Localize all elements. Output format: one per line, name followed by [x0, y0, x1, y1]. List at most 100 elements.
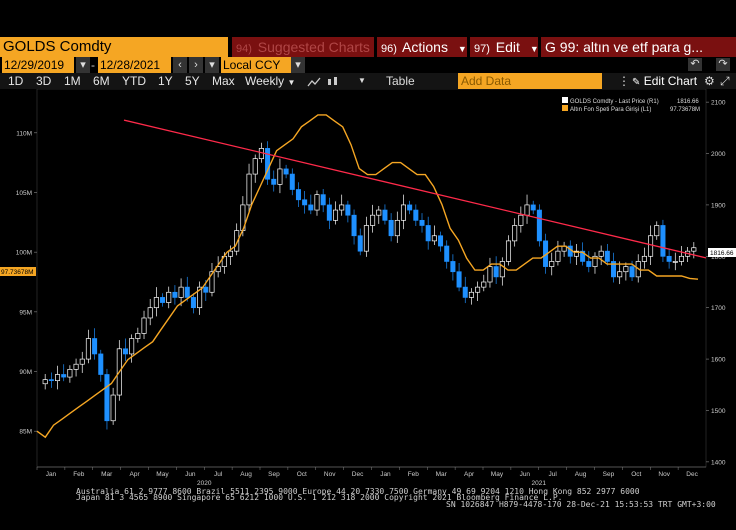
candle-body: [536, 209, 542, 242]
candlestick-icon[interactable]: [326, 73, 340, 89]
period-1d[interactable]: 1D: [8, 74, 24, 88]
candle-body: [425, 225, 431, 242]
candle-body: [345, 204, 351, 216]
candle-body: [611, 261, 617, 278]
settings-icon[interactable]: ⚙: [704, 74, 715, 88]
candle-body: [283, 168, 289, 175]
period-6m[interactable]: 6M: [93, 74, 110, 88]
candle-body: [79, 358, 85, 365]
month-label: Jan: [46, 471, 57, 478]
candle-body: [326, 204, 332, 221]
period-1m[interactable]: 1M: [64, 74, 81, 88]
candle-body: [530, 204, 536, 211]
candle-body: [499, 261, 505, 278]
candle-body: [444, 245, 450, 262]
frequency-select[interactable]: Weekly ▼: [245, 73, 295, 89]
x-axis: Jan Feb Mar Apr May Jun Jul Aug Sep Oct Nov Dec Jan F…: [36, 466, 706, 487]
candle-body: [122, 348, 128, 355]
fund-flow-line: [36, 114, 699, 439]
candle-body: [104, 374, 110, 422]
chevron-down-icon[interactable]: ▾: [291, 57, 305, 73]
suggested-charts-label: Suggested Charts: [257, 39, 370, 55]
month-label: Aug: [575, 471, 587, 478]
candle-body: [666, 255, 672, 262]
edit-chart-button[interactable]: ✎ Edit Chart: [632, 73, 697, 91]
undo-icon[interactable]: ↶: [688, 58, 702, 71]
candle-body: [363, 225, 369, 252]
currency-select[interactable]: Local CCY: [221, 57, 291, 73]
candle-body: [295, 189, 301, 201]
candle-body: [252, 158, 258, 175]
chevron-down-icon[interactable]: ▼: [358, 76, 366, 85]
candle-body: [166, 291, 172, 303]
candlestick-series: [42, 141, 697, 430]
more-icon[interactable]: ⋮: [618, 74, 630, 88]
candle-body: [598, 250, 604, 257]
right-tick-label: 2100: [711, 100, 726, 107]
candle-body: [320, 194, 326, 206]
candle-body: [302, 199, 308, 206]
left-tick-label: 95M: [19, 309, 32, 316]
left-axis: 85M 90M 95M 100M 105M 110M: [16, 130, 37, 436]
chart-legend: GOLDS Comdty - Last Price (R1) 1816.66 A…: [562, 97, 700, 113]
left-tick-label: 100M: [16, 250, 32, 257]
month-label: Feb: [73, 471, 85, 478]
candle-body: [388, 219, 394, 237]
candle-body: [475, 286, 481, 293]
period-max[interactable]: Max: [212, 74, 235, 88]
actions-number: 96): [381, 43, 397, 55]
period-5y[interactable]: 5Y: [185, 74, 200, 88]
candle-body: [73, 363, 79, 370]
ticker-field[interactable]: GOLDS Comdty: [0, 37, 228, 57]
chevron-left-icon[interactable]: ‹: [173, 57, 187, 73]
month-label: Sep: [603, 471, 615, 478]
candle-body: [98, 353, 104, 375]
month-label: Mar: [101, 471, 113, 478]
candle-body: [48, 379, 54, 382]
candle-body: [648, 235, 654, 257]
fund-flow-tag: 97.73678M: [0, 267, 36, 276]
period-ytd[interactable]: YTD: [122, 74, 146, 88]
candle-body: [153, 297, 159, 309]
chevron-right-icon[interactable]: ›: [189, 57, 203, 73]
chevron-down-icon[interactable]: ▾: [205, 57, 219, 73]
right-tick-label: 1800: [711, 254, 726, 261]
actions-menu[interactable]: 96) Actions ▼: [377, 37, 467, 57]
candle-body: [660, 225, 666, 257]
candle-body: [462, 286, 468, 298]
candle-body: [55, 374, 61, 382]
start-date-field[interactable]: 12/29/2019: [2, 57, 74, 73]
table-button[interactable]: Table: [386, 74, 415, 88]
chevron-down-icon[interactable]: ▾: [76, 57, 90, 73]
edit-menu[interactable]: 97) Edit ▼: [470, 37, 538, 57]
candle-body: [604, 250, 610, 262]
candle-body: [160, 297, 166, 303]
line-chart-icon[interactable]: [307, 73, 321, 89]
right-tick-label: 1600: [711, 357, 726, 364]
chart-grid: [36, 89, 707, 468]
candle-body: [487, 266, 493, 283]
candle-body: [394, 219, 400, 237]
candle-body: [623, 266, 629, 273]
month-label: Oct: [297, 471, 307, 478]
left-tick-label: 85M: [19, 429, 32, 436]
suggested-charts-number: 94): [236, 43, 252, 55]
expand-icon[interactable]: ⤢: [720, 74, 730, 88]
chart-title[interactable]: G 99: altın ve etf para g...: [541, 37, 736, 57]
month-label: Nov: [658, 471, 670, 478]
month-label: May: [156, 471, 169, 478]
candle-body: [382, 209, 388, 221]
end-date-field[interactable]: 12/28/2021: [98, 57, 171, 73]
candle-body: [431, 235, 437, 242]
chevron-down-icon: ▼: [287, 78, 296, 87]
right-tick-label: 1400: [711, 459, 726, 466]
candle-body: [370, 214, 376, 226]
footer-serial: SN 1026847 H879-4478-170 28-Dec-21 15:53…: [446, 500, 716, 509]
period-3d[interactable]: 3D: [36, 74, 52, 88]
redo-icon[interactable]: ↷: [716, 58, 730, 71]
suggested-charts-menu[interactable]: 94) Suggested Charts: [232, 37, 374, 57]
add-data-input[interactable]: Add Data: [458, 73, 602, 89]
period-1y[interactable]: 1Y: [158, 74, 173, 88]
candle-body: [493, 266, 499, 278]
month-label: Mar: [436, 471, 448, 478]
